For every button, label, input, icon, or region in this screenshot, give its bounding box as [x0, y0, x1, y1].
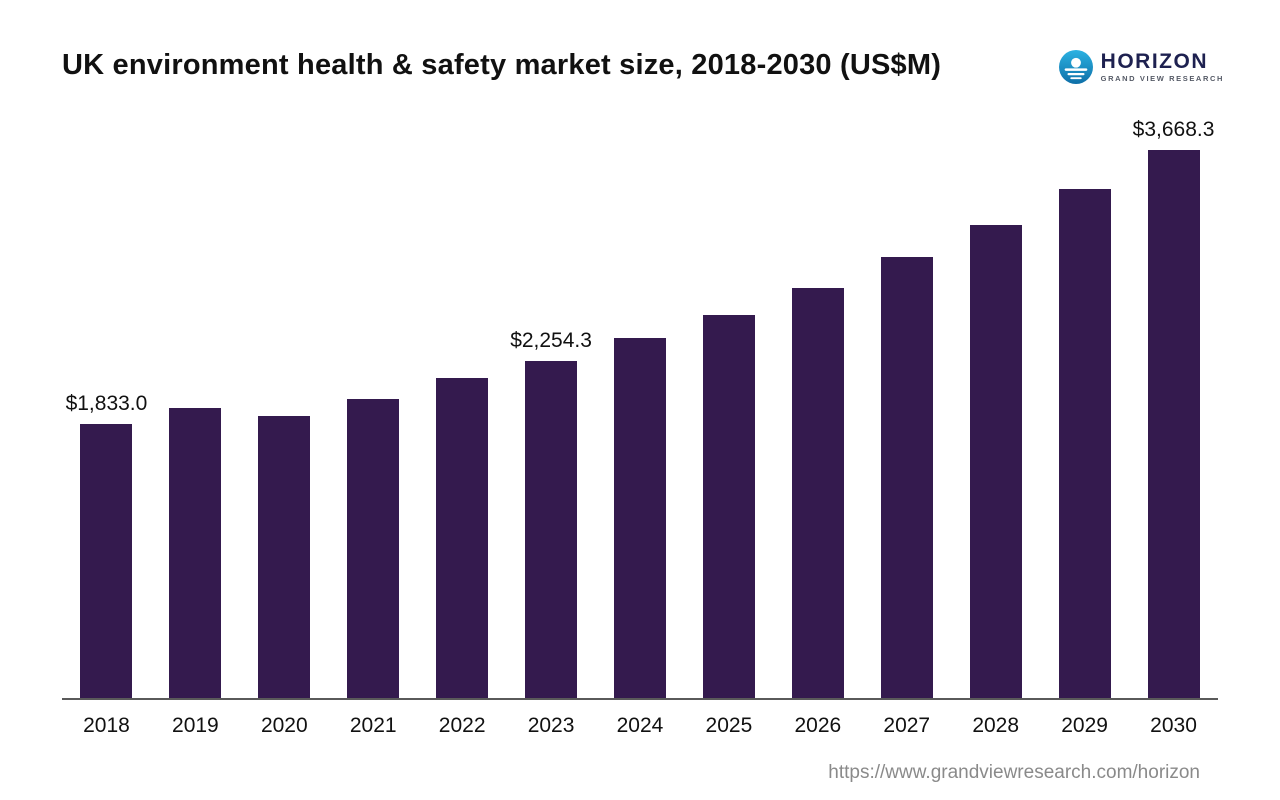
chart-title: UK environment health & safety market si…	[62, 49, 942, 81]
bar-2022	[436, 378, 489, 698]
bar-2023	[525, 361, 578, 698]
x-tick-2023: 2023	[527, 714, 575, 737]
bar-column-2030: $3,668.3	[1129, 118, 1218, 698]
x-axis: 2018 2019 2020 2021 2022 2023 2024 2025 2026 2027…	[62, 714, 1218, 738]
bar-2018	[80, 424, 133, 698]
bar-column-2019	[151, 140, 240, 698]
plot-area: $1,833.0 $2,254.3 $3,668.3	[62, 118, 1218, 700]
x-tick-2030: 2030	[1150, 714, 1197, 737]
bar-2020	[258, 416, 311, 698]
x-tick-2021: 2021	[349, 714, 397, 737]
bar-2027	[880, 257, 933, 698]
bar-2029	[1058, 189, 1111, 698]
x-tick-2026: 2026	[794, 714, 842, 737]
value-label-2030: $3,668.3	[1132, 118, 1215, 141]
x-tick-2028: 2028	[972, 714, 1020, 737]
horizon-logo: HORIZON GRAND VIEW RESEARCH	[1058, 50, 1224, 84]
bar-column-2029	[1040, 140, 1129, 698]
bar-column-2018: $1,833.0	[62, 140, 151, 698]
x-tick-2029: 2029	[1061, 714, 1108, 737]
chart-header: UK environment health & safety market si…	[62, 48, 1224, 84]
bar-2021	[347, 399, 400, 698]
x-tick-2019: 2019	[172, 714, 219, 737]
bar-column-2027	[862, 140, 951, 698]
bar-2026	[791, 288, 844, 698]
logo-subtitle: GRAND VIEW RESEARCH	[1100, 74, 1224, 84]
bar-2024	[613, 338, 666, 698]
x-tick-2027: 2027	[883, 714, 931, 737]
bar-column-2028	[951, 140, 1040, 698]
value-label-2018: $1,833.0	[65, 392, 148, 415]
bar-column-2024	[596, 140, 685, 698]
logo-name: HORIZON	[1100, 50, 1208, 74]
bar-2019	[169, 408, 222, 698]
x-tick-2024: 2024	[616, 714, 664, 737]
x-tick-2020: 2020	[260, 714, 308, 737]
bar-column-2022	[418, 140, 507, 698]
bar-2028	[969, 225, 1022, 698]
bar-chart: $1,833.0 $2,254.3 $3,668.3 2018 2019 2020 202…	[62, 118, 1218, 738]
bar-column-2026	[773, 140, 862, 698]
x-tick-2025: 2025	[705, 714, 753, 737]
bar-2025	[702, 315, 755, 698]
x-tick-2018: 2018	[83, 714, 130, 737]
x-tick-2022: 2022	[438, 714, 486, 737]
bar-column-2021	[329, 140, 418, 698]
source-url: https://www.grandviewresearch.com/horizo…	[828, 762, 1200, 783]
bar-2030	[1147, 150, 1200, 698]
value-label-2023: $2,254.3	[510, 329, 592, 352]
horizon-logo-icon	[1058, 50, 1093, 84]
horizon-logo-text: HORIZON GRAND VIEW RESEARCH	[1101, 51, 1224, 83]
bar-column-2025	[684, 140, 773, 698]
bar-column-2020	[240, 140, 329, 698]
bar-column-2023: $2,254.3	[507, 140, 596, 698]
